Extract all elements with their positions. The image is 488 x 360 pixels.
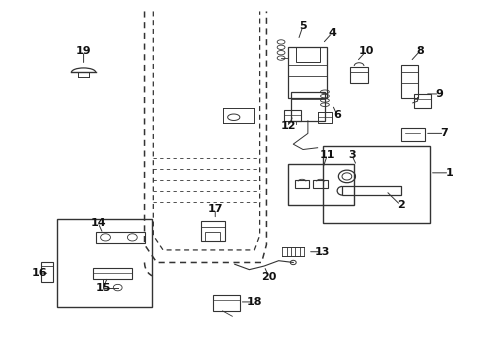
Text: 1: 1 (445, 168, 452, 178)
Bar (288, 164, 353, 205)
Bar (322, 146, 429, 223)
Bar (400, 128, 424, 140)
Text: 9: 9 (435, 89, 443, 99)
Text: 2: 2 (396, 200, 404, 210)
Bar (341, 186, 400, 195)
Text: 3: 3 (347, 150, 355, 160)
Bar (205, 232, 220, 241)
Bar (283, 110, 301, 121)
Text: 12: 12 (280, 121, 296, 131)
Bar (294, 180, 309, 188)
Bar (41, 262, 53, 282)
Text: 7: 7 (440, 129, 447, 138)
Text: 17: 17 (207, 204, 223, 214)
Text: 19: 19 (76, 46, 91, 56)
Bar (96, 232, 144, 243)
Text: 14: 14 (90, 218, 106, 228)
Bar (290, 92, 325, 121)
Bar (200, 221, 224, 241)
Bar (295, 47, 320, 62)
Bar (413, 94, 430, 108)
Text: 13: 13 (314, 247, 329, 257)
Bar (212, 295, 239, 311)
Text: 4: 4 (327, 28, 336, 38)
Text: 6: 6 (332, 111, 341, 121)
Text: 15: 15 (95, 283, 111, 293)
Bar (93, 268, 132, 279)
Text: 18: 18 (246, 297, 262, 307)
Text: 11: 11 (319, 150, 334, 160)
Bar (313, 180, 327, 188)
Text: 16: 16 (32, 268, 47, 278)
Text: 8: 8 (415, 46, 423, 56)
Text: 5: 5 (299, 21, 306, 31)
Text: 20: 20 (261, 272, 276, 282)
Bar (400, 65, 417, 98)
Bar (288, 47, 327, 98)
Text: 10: 10 (358, 46, 373, 56)
Bar (349, 67, 367, 83)
Bar (57, 220, 152, 307)
